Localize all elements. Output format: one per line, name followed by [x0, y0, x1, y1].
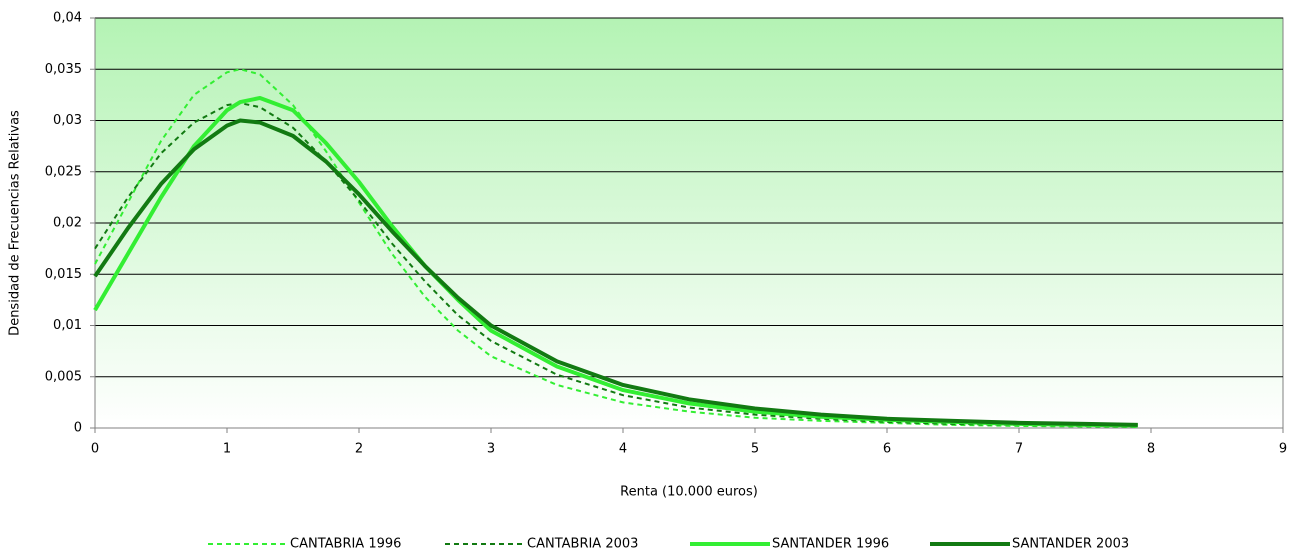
- x-tick-label: 7: [1015, 442, 1023, 457]
- series-line: [93, 118, 1138, 427]
- y-tick-label: 0,04: [53, 11, 82, 26]
- y-tick-label: 0,01: [53, 318, 82, 333]
- y-axis-title: Densidad de Frecuencias Relativas: [8, 110, 23, 336]
- y-tick-label: 0,03: [53, 113, 82, 128]
- legend-label: CANTABRIA 2003: [527, 537, 638, 552]
- y-tick-label: 0: [74, 421, 82, 436]
- x-tick-label: 8: [1147, 442, 1155, 457]
- series-line: [94, 102, 1138, 428]
- legend-label: SANTANDER 2003: [1012, 537, 1129, 552]
- x-tick-label: 5: [751, 442, 759, 457]
- y-tick-label: 0,005: [45, 369, 82, 384]
- x-tick-label: 2: [355, 442, 363, 457]
- y-tick-label: 0,035: [45, 62, 82, 77]
- x-tick-label: 6: [883, 442, 891, 457]
- legend-label: SANTANDER 1996: [772, 537, 889, 552]
- y-tick-label: 0,025: [45, 164, 82, 179]
- y-tick-label: 0,015: [45, 267, 82, 282]
- x-axis-title: Renta (10.000 euros): [620, 485, 758, 500]
- y-tick-label: 0,02: [53, 216, 82, 231]
- x-tick-label: 3: [487, 442, 495, 457]
- x-tick-label: 0: [91, 442, 99, 457]
- x-tick-label: 1: [223, 442, 231, 457]
- x-tick-label: 4: [619, 442, 627, 457]
- x-tick-label: 9: [1279, 442, 1287, 457]
- series-line: [94, 68, 1138, 428]
- legend-label: CANTABRIA 1996: [290, 537, 401, 552]
